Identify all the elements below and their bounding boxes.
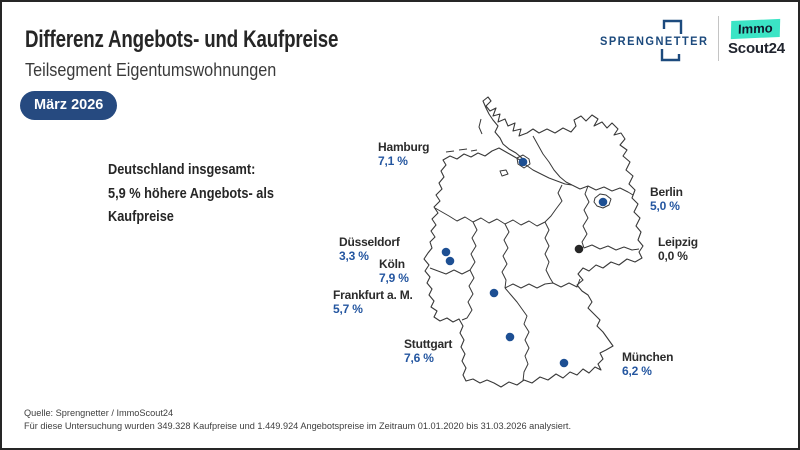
city-name: München xyxy=(622,350,674,364)
city-name: Berlin xyxy=(650,185,683,199)
city-label-muenchen: München 6,2 % xyxy=(622,351,673,378)
city-value: 7,1 % xyxy=(378,154,408,168)
city-value: 7,9 % xyxy=(379,271,409,285)
sprengnetter-bracket-bottom-icon xyxy=(660,49,682,63)
summary-line-3: Kaufpreise xyxy=(108,208,174,225)
immoscout24-scout-text: Scout24 xyxy=(728,40,785,57)
city-name: Hamburg xyxy=(378,140,430,154)
city-value: 5,7 % xyxy=(333,302,363,316)
logo-divider xyxy=(718,16,719,61)
city-name: Frankfurt a. M. xyxy=(333,288,413,302)
date-badge: März 2026 xyxy=(20,91,118,120)
sprengnetter-bracket-top-icon xyxy=(662,19,684,35)
city-dot-leipzig xyxy=(574,244,584,254)
city-dot-stuttgart xyxy=(505,332,515,342)
immoscout24-logo: Immo Scout24 xyxy=(728,18,798,57)
page-title: Differenz Angebots- und Kaufpreise xyxy=(25,26,339,53)
city-name: Düsseldorf xyxy=(339,235,400,249)
city-label-hamburg: Hamburg 7,1 % xyxy=(378,141,429,168)
city-dots xyxy=(441,157,608,368)
city-label-berlin: Berlin 5,0 % xyxy=(650,186,683,213)
city-dot-duesseldorf xyxy=(441,247,451,257)
city-dot-berlin xyxy=(598,197,608,207)
city-value: 3,3 % xyxy=(339,249,369,263)
city-label-koeln: Köln 7,9 % xyxy=(379,258,409,285)
city-value: 0,0 % xyxy=(658,249,688,263)
page-subtitle: Teilsegment Eigentumswohnungen xyxy=(25,60,277,80)
footer-note: Für diese Untersuchung wurden 349.328 Ka… xyxy=(24,420,572,431)
city-dot-hamburg xyxy=(518,157,528,167)
footer-source: Quelle: Sprengnetter / ImmoScout24 xyxy=(24,408,174,418)
summary-line-2: 5,9 % höhere Angebots- als xyxy=(108,184,275,202)
city-label-leipzig: Leipzig 0,0 % xyxy=(658,236,698,263)
city-value: 7,6 % xyxy=(404,351,434,365)
city-name: Leipzig xyxy=(658,235,698,249)
city-name: Köln xyxy=(379,257,405,271)
city-label-stuttgart: Stuttgart 7,6 % xyxy=(404,338,452,365)
map-outline xyxy=(424,97,643,387)
city-name: Stuttgart xyxy=(404,337,453,351)
city-value: 6,2 % xyxy=(622,364,652,378)
city-label-duesseldorf: Düsseldorf 3,3 % xyxy=(339,236,400,263)
state-borders xyxy=(430,136,639,381)
sprengnetter-logo: SPRENGNETTER xyxy=(600,34,709,48)
summary-line-1: Deutschland insgesamt: xyxy=(108,161,256,178)
city-dot-frankfurt xyxy=(489,288,499,298)
city-value: 5,0 % xyxy=(650,199,680,213)
city-dot-muenchen xyxy=(559,358,569,368)
city-label-frankfurt: Frankfurt a. M. 5,7 % xyxy=(333,289,413,316)
summary-text: Deutschland insgesamt: 5,9 % höhere Ange… xyxy=(108,158,274,229)
city-dot-koeln xyxy=(445,256,455,266)
coastal-islands xyxy=(446,119,508,176)
footer: Quelle: Sprengnetter / ImmoScout24 Für d… xyxy=(24,407,571,432)
